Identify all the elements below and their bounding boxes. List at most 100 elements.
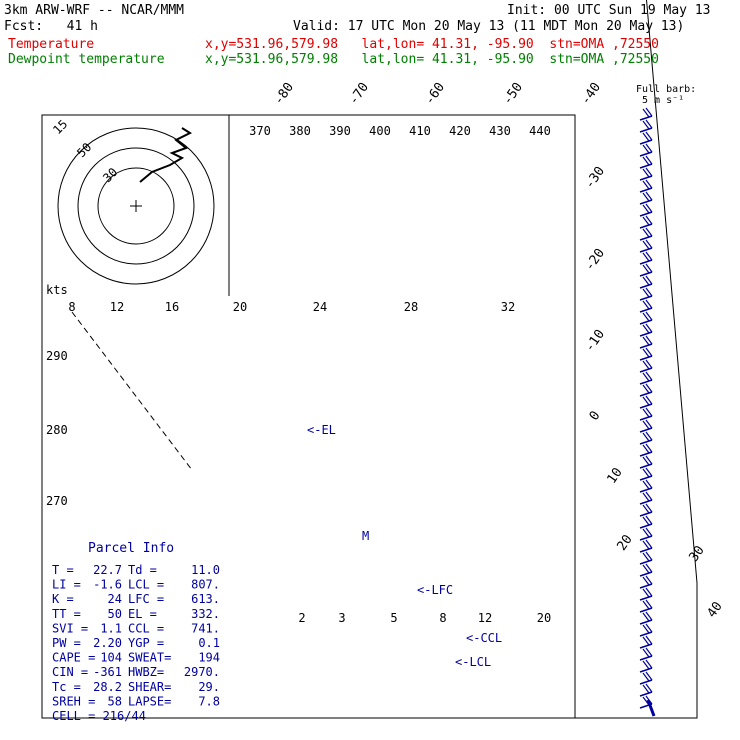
level-marker: M — [362, 529, 369, 543]
wind-barb-flag — [642, 240, 650, 250]
wind-barb-flag — [645, 107, 653, 117]
wind-barb — [639, 499, 653, 505]
legend-dewpoint-label: Dewpoint temperature — [8, 52, 165, 67]
wind-barb-flag — [642, 108, 650, 118]
theta-label: 380 — [289, 124, 311, 138]
wind-barb — [639, 235, 653, 241]
mixing-ratio-label: 12 — [478, 611, 492, 625]
wind-barb — [639, 331, 653, 337]
wind-barb-flag — [642, 204, 650, 214]
wind-barb-flag — [645, 263, 653, 273]
wind-barb — [639, 559, 653, 565]
wind-barb-flag — [642, 420, 650, 430]
theta-side-label: 290 — [46, 349, 68, 363]
parcel-key: CIN = — [52, 665, 88, 679]
wind-barb-flag — [645, 287, 653, 297]
theta-label: 430 — [489, 124, 511, 138]
isotherm-label: 10 — [604, 465, 625, 486]
hodograph-ring-label: 50 — [74, 140, 94, 160]
wind-barb — [639, 631, 653, 637]
parcel-key: Tc = — [52, 680, 81, 694]
wind-barb-flag — [645, 347, 653, 357]
wind-barb — [639, 391, 653, 397]
parcel-key: LAPSE= — [128, 694, 171, 708]
wind-barb-flag — [642, 252, 650, 262]
barb-key-line2: 5 m s⁻¹ — [642, 95, 684, 106]
hodograph-unit: kts — [46, 283, 68, 297]
wind-barb-flag — [645, 371, 653, 381]
wind-barb-flag — [645, 131, 653, 141]
wind-barb-flag — [645, 359, 653, 369]
wind-barb-flag — [645, 599, 653, 609]
wind-barb-flag — [645, 119, 653, 129]
wind-barb-flag — [642, 336, 650, 346]
parcel-title: Parcel Info — [88, 541, 174, 556]
forecast-hour: Fcst: 41 h — [4, 19, 98, 34]
wind-barb-flag — [642, 180, 650, 190]
plot-frame — [41, 0, 698, 719]
hodograph-trace — [139, 127, 193, 183]
parcel-value: 613. — [191, 592, 220, 606]
parcel-cell: CELL = 216/44 — [52, 709, 146, 723]
wind-barb-flag — [645, 587, 653, 597]
parcel-key: SVI = — [52, 621, 88, 635]
wind-barb-flag — [645, 407, 653, 417]
wind-barb-flag — [642, 324, 650, 334]
legend-temperature-label: Temperature — [8, 37, 95, 52]
wind-barb-flag — [642, 276, 650, 286]
wind-barb — [639, 271, 653, 277]
wind-barb-flag — [645, 335, 653, 345]
wind-barb — [639, 223, 653, 229]
parcel-key: LFC = — [128, 592, 164, 606]
wind-barb-flag — [645, 179, 653, 189]
wind-barb — [639, 415, 653, 421]
wind-barb-flag — [645, 167, 653, 177]
parcel-key: LI = — [52, 578, 81, 592]
parcel-value: -1.6 — [93, 578, 122, 592]
parcel-value: 2.20 — [93, 636, 122, 650]
wind-barb-flag — [642, 168, 650, 178]
wind-barb-flag — [642, 228, 650, 238]
wind-barb — [639, 247, 653, 253]
wind-barb — [639, 535, 653, 541]
wind-barb — [639, 511, 653, 517]
level-marker: <-EL — [307, 423, 336, 437]
parcel-key: TT = — [52, 607, 81, 621]
wind-barb — [639, 319, 653, 325]
isotherm-label: 30 — [686, 543, 707, 564]
wind-barb — [639, 379, 653, 385]
parcel-value: 2970. — [184, 665, 220, 679]
parcel-value: -361 — [93, 665, 122, 679]
wind-barb — [639, 427, 653, 433]
wind-barb-flag — [642, 408, 650, 418]
wind-barb-flag — [642, 348, 650, 358]
wind-barb — [639, 199, 653, 205]
hodograph-ring-label: 15 — [50, 117, 70, 137]
theta-label: 390 — [329, 124, 351, 138]
hodograph-ring — [57, 127, 215, 285]
wind-barb — [639, 139, 653, 145]
isotherm-label: -60 — [422, 80, 448, 108]
parcel-key: HWBZ= — [128, 665, 164, 679]
wind-barb-flag — [642, 636, 650, 646]
wind-barb — [639, 655, 653, 661]
isotherm-label: 0 — [587, 408, 604, 423]
wind-barb — [639, 283, 653, 289]
wind-barb — [639, 175, 653, 181]
wind-barb-flag — [642, 564, 650, 574]
hodograph-speed-label: 8 — [68, 300, 75, 314]
wind-barb-flag — [642, 480, 650, 490]
wind-barb-flag — [642, 144, 650, 154]
parcel-value: 22.7 — [93, 563, 122, 577]
wind-barb-flag — [642, 456, 650, 466]
wind-barb-flag — [642, 432, 650, 442]
wind-barb — [639, 367, 653, 373]
mixing-ratio-label: 3 — [338, 611, 345, 625]
level-marker: <-CCL — [466, 631, 502, 645]
wind-barb — [639, 667, 653, 673]
hodograph-ring-label: 30 — [100, 165, 120, 185]
hodograph-speed-label: 28 — [404, 300, 418, 314]
wind-barb — [639, 151, 653, 157]
mixing-ratio-labels: 2 3 5 8 12 20 — [298, 611, 551, 625]
wind-barb-flag — [645, 491, 653, 501]
